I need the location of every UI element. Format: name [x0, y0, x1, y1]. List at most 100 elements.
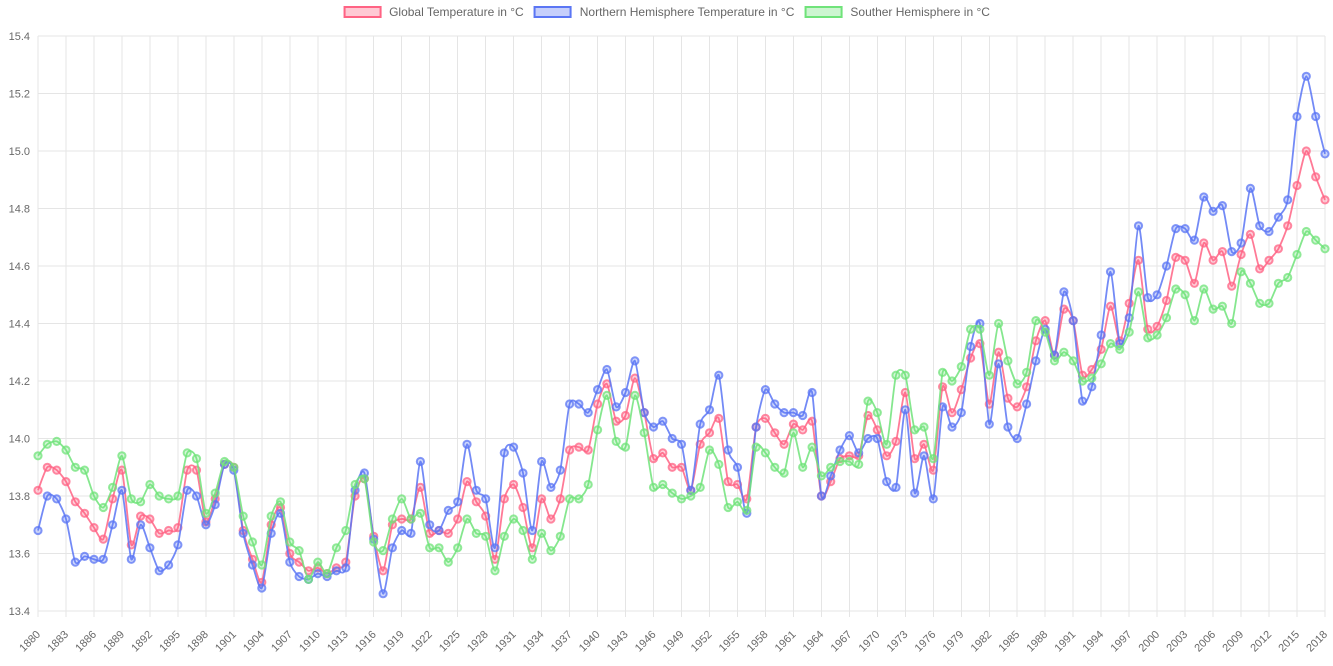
data-point[interactable] — [863, 396, 873, 406]
data-point[interactable] — [1068, 356, 1078, 366]
data-point[interactable] — [658, 479, 668, 490]
data-point[interactable] — [238, 511, 248, 521]
data-point[interactable] — [611, 402, 621, 412]
data-point[interactable] — [275, 497, 286, 507]
data-point[interactable] — [1301, 226, 1311, 237]
data-point[interactable] — [723, 477, 733, 487]
data-point[interactable] — [406, 514, 416, 524]
data-point[interactable] — [397, 525, 407, 536]
data-point[interactable] — [648, 422, 659, 432]
data-point[interactable] — [136, 511, 146, 521]
data-point[interactable] — [136, 497, 146, 507]
data-point[interactable] — [1152, 290, 1162, 300]
data-point[interactable] — [910, 488, 920, 498]
data-point[interactable] — [704, 445, 715, 455]
data-point[interactable] — [882, 451, 892, 461]
data-point[interactable] — [1208, 206, 1218, 216]
data-point[interactable] — [1171, 224, 1181, 234]
data-point[interactable] — [443, 528, 453, 539]
data-point[interactable] — [1320, 244, 1330, 254]
data-point[interactable] — [900, 405, 910, 415]
data-point[interactable] — [770, 399, 780, 409]
data-point[interactable] — [919, 422, 929, 432]
data-point[interactable] — [667, 462, 677, 472]
data-point[interactable] — [956, 408, 966, 418]
data-point[interactable] — [788, 428, 799, 438]
data-point[interactable] — [872, 408, 882, 418]
data-point[interactable] — [1264, 255, 1274, 265]
data-point[interactable] — [593, 399, 603, 409]
data-point[interactable] — [966, 324, 976, 334]
data-point[interactable] — [593, 385, 603, 395]
data-point[interactable] — [89, 554, 99, 564]
data-point[interactable] — [80, 551, 90, 562]
data-point[interactable] — [1161, 313, 1172, 323]
data-point[interactable] — [947, 422, 957, 432]
data-point[interactable] — [816, 471, 827, 481]
data-point[interactable] — [499, 494, 509, 504]
data-point[interactable] — [145, 543, 155, 553]
data-point[interactable] — [154, 566, 164, 576]
data-point[interactable] — [1189, 316, 1200, 326]
data-point[interactable] — [387, 543, 397, 553]
data-point[interactable] — [620, 442, 631, 452]
data-point[interactable] — [1255, 264, 1265, 274]
data-point[interactable] — [313, 557, 323, 567]
data-point[interactable] — [238, 528, 248, 539]
data-point[interactable] — [415, 482, 425, 492]
legend-item-2[interactable]: Souther Hemisphere in °C — [804, 5, 990, 19]
data-point[interactable] — [826, 462, 836, 472]
data-point[interactable] — [42, 439, 52, 449]
data-point[interactable] — [406, 528, 416, 539]
data-point[interactable] — [415, 456, 425, 467]
data-point[interactable] — [462, 439, 472, 449]
data-point[interactable] — [1301, 146, 1311, 156]
data-point[interactable] — [994, 359, 1004, 369]
data-point[interactable] — [695, 482, 705, 492]
data-point[interactable] — [1217, 301, 1228, 311]
data-point[interactable] — [1143, 333, 1153, 343]
data-point[interactable] — [1040, 327, 1050, 337]
data-point[interactable] — [80, 465, 90, 475]
data-point[interactable] — [1077, 396, 1088, 406]
data-point[interactable] — [919, 439, 929, 449]
data-point[interactable] — [910, 425, 920, 435]
data-point[interactable] — [229, 462, 239, 472]
data-point[interactable] — [1115, 344, 1125, 354]
data-point[interactable] — [565, 445, 575, 455]
data-point[interactable] — [257, 560, 267, 570]
data-point[interactable] — [1012, 433, 1022, 444]
data-point[interactable] — [1273, 212, 1284, 222]
data-point[interactable] — [499, 531, 509, 541]
data-point[interactable] — [527, 554, 537, 564]
data-point[interactable] — [42, 491, 52, 501]
data-point[interactable] — [676, 439, 687, 449]
data-point[interactable] — [285, 557, 295, 567]
data-point[interactable] — [173, 491, 183, 501]
data-point[interactable] — [639, 408, 649, 418]
data-point[interactable] — [182, 448, 192, 458]
data-point[interactable] — [742, 505, 752, 515]
data-point[interactable] — [882, 439, 892, 449]
data-point[interactable] — [1255, 298, 1265, 308]
legend-item-1[interactable]: Northern Hemisphere Temperature in °C — [533, 5, 794, 19]
data-point[interactable] — [648, 454, 659, 464]
data-point[interactable] — [42, 462, 52, 472]
data-point[interactable] — [453, 497, 463, 507]
data-point[interactable] — [975, 324, 985, 334]
data-point[interactable] — [695, 419, 705, 429]
data-point[interactable] — [453, 514, 463, 524]
data-point[interactable] — [602, 390, 612, 400]
data-point[interactable] — [779, 468, 789, 478]
data-point[interactable] — [145, 514, 155, 524]
data-point[interactable] — [462, 514, 472, 524]
data-point[interactable] — [938, 402, 948, 412]
data-point[interactable] — [61, 477, 71, 487]
data-point[interactable] — [154, 491, 164, 501]
data-point[interactable] — [994, 347, 1004, 357]
data-point[interactable] — [518, 525, 528, 536]
data-point[interactable] — [891, 370, 901, 380]
data-point[interactable] — [1227, 247, 1237, 257]
data-point[interactable] — [508, 442, 519, 452]
data-point[interactable] — [751, 442, 761, 452]
